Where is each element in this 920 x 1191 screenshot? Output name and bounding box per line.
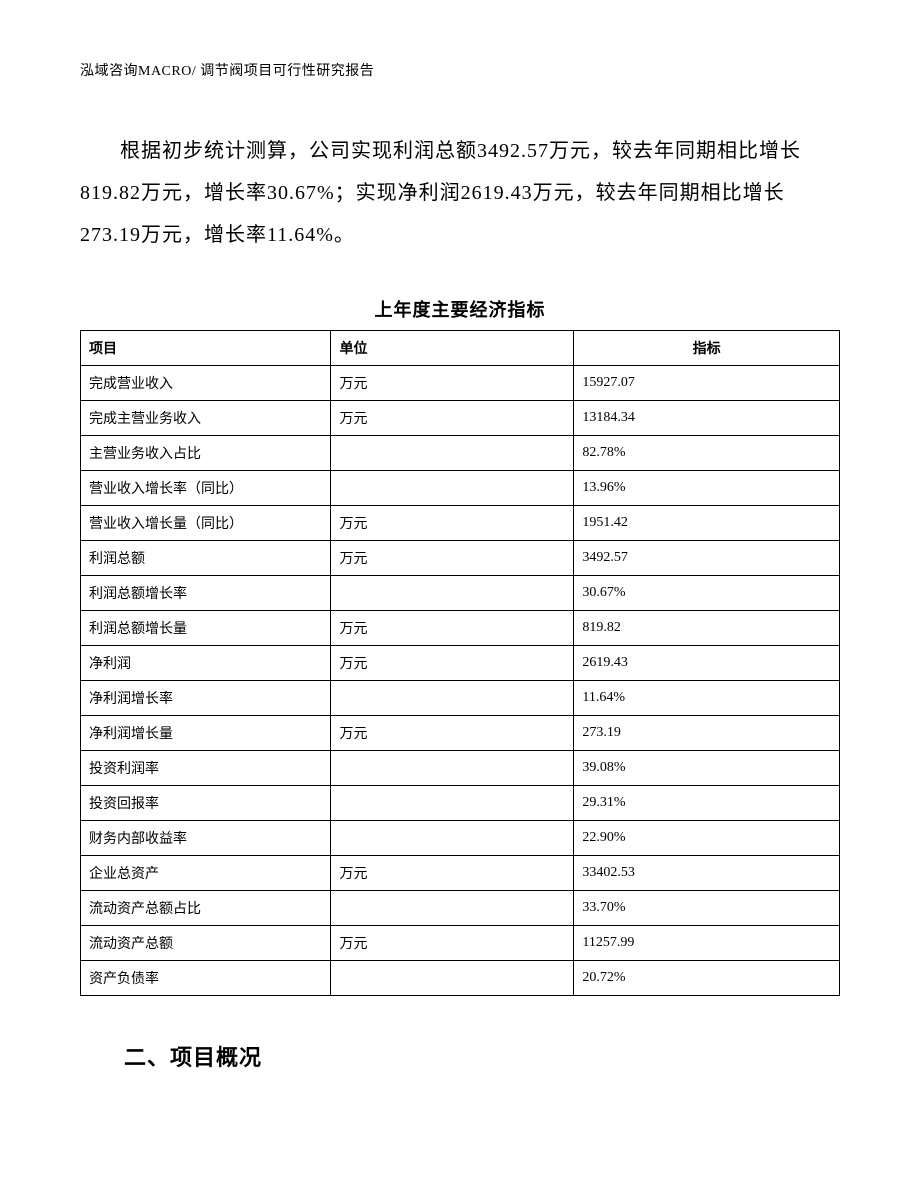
cell-unit <box>331 436 574 471</box>
economic-indicators-table: 项目 单位 指标 完成营业收入万元15927.07完成主营业务收入万元13184… <box>80 330 840 996</box>
cell-unit: 万元 <box>331 926 574 961</box>
page-header: 泓域咨询MACRO/ 调节阀项目可行性研究报告 <box>80 60 840 80</box>
cell-value: 82.78% <box>574 436 840 471</box>
col-item: 项目 <box>81 331 331 366</box>
section-title: 二、项目概况 <box>80 1040 840 1072</box>
cell-item: 营业收入增长率（同比） <box>81 471 331 506</box>
cell-item: 流动资产总额占比 <box>81 891 331 926</box>
page: 泓域咨询MACRO/ 调节阀项目可行性研究报告 根据初步统计测算，公司实现利润总… <box>0 0 920 1191</box>
cell-unit: 万元 <box>331 716 574 751</box>
cell-item: 完成营业收入 <box>81 366 331 401</box>
cell-unit <box>331 821 574 856</box>
cell-value: 13.96% <box>574 471 840 506</box>
cell-unit <box>331 786 574 821</box>
cell-item: 完成主营业务收入 <box>81 401 331 436</box>
cell-item: 企业总资产 <box>81 856 331 891</box>
table-row: 资产负债率 20.72% <box>81 961 840 996</box>
cell-value: 29.31% <box>574 786 840 821</box>
cell-item: 主营业务收入占比 <box>81 436 331 471</box>
table-row: 净利润增长率 11.64% <box>81 681 840 716</box>
col-metric: 指标 <box>574 331 840 366</box>
cell-item: 营业收入增长量（同比） <box>81 506 331 541</box>
table-row: 流动资产总额万元11257.99 <box>81 926 840 961</box>
cell-value: 13184.34 <box>574 401 840 436</box>
cell-value: 273.19 <box>574 716 840 751</box>
table-row: 主营业务收入占比 82.78% <box>81 436 840 471</box>
cell-unit <box>331 681 574 716</box>
cell-value: 39.08% <box>574 751 840 786</box>
table-row: 流动资产总额占比 33.70% <box>81 891 840 926</box>
cell-unit: 万元 <box>331 366 574 401</box>
table-row: 利润总额增长率 30.67% <box>81 576 840 611</box>
cell-item: 资产负债率 <box>81 961 331 996</box>
cell-unit: 万元 <box>331 856 574 891</box>
table-row: 利润总额万元3492.57 <box>81 541 840 576</box>
table-row: 净利润万元2619.43 <box>81 646 840 681</box>
cell-item: 净利润 <box>81 646 331 681</box>
cell-value: 15927.07 <box>574 366 840 401</box>
table-row: 营业收入增长量（同比）万元1951.42 <box>81 506 840 541</box>
table-row: 营业收入增长率（同比） 13.96% <box>81 471 840 506</box>
cell-value: 11257.99 <box>574 926 840 961</box>
cell-unit: 万元 <box>331 646 574 681</box>
cell-item: 投资利润率 <box>81 751 331 786</box>
table-header-row: 项目 单位 指标 <box>81 331 840 366</box>
cell-item: 净利润增长率 <box>81 681 331 716</box>
cell-value: 3492.57 <box>574 541 840 576</box>
cell-unit <box>331 961 574 996</box>
cell-unit: 万元 <box>331 401 574 436</box>
cell-item: 投资回报率 <box>81 786 331 821</box>
cell-value: 30.67% <box>574 576 840 611</box>
col-unit: 单位 <box>331 331 574 366</box>
cell-unit: 万元 <box>331 611 574 646</box>
table-row: 利润总额增长量万元819.82 <box>81 611 840 646</box>
table-row: 完成营业收入万元15927.07 <box>81 366 840 401</box>
table-row: 完成主营业务收入万元13184.34 <box>81 401 840 436</box>
table-row: 投资利润率 39.08% <box>81 751 840 786</box>
cell-unit <box>331 891 574 926</box>
cell-item: 净利润增长量 <box>81 716 331 751</box>
cell-item: 利润总额 <box>81 541 331 576</box>
table-title: 上年度主要经济指标 <box>80 296 840 322</box>
cell-unit: 万元 <box>331 506 574 541</box>
cell-item: 流动资产总额 <box>81 926 331 961</box>
cell-value: 22.90% <box>574 821 840 856</box>
cell-value: 1951.42 <box>574 506 840 541</box>
table-row: 企业总资产万元33402.53 <box>81 856 840 891</box>
cell-item: 利润总额增长率 <box>81 576 331 611</box>
cell-value: 33.70% <box>574 891 840 926</box>
cell-value: 33402.53 <box>574 856 840 891</box>
cell-unit <box>331 576 574 611</box>
cell-value: 20.72% <box>574 961 840 996</box>
cell-unit <box>331 751 574 786</box>
cell-item: 利润总额增长量 <box>81 611 331 646</box>
table-row: 净利润增长量万元273.19 <box>81 716 840 751</box>
table-row: 投资回报率 29.31% <box>81 786 840 821</box>
cell-unit <box>331 471 574 506</box>
cell-unit: 万元 <box>331 541 574 576</box>
cell-item: 财务内部收益率 <box>81 821 331 856</box>
summary-paragraph: 根据初步统计测算，公司实现利润总额3492.57万元，较去年同期相比增长819.… <box>80 130 840 256</box>
cell-value: 819.82 <box>574 611 840 646</box>
cell-value: 11.64% <box>574 681 840 716</box>
table-row: 财务内部收益率 22.90% <box>81 821 840 856</box>
cell-value: 2619.43 <box>574 646 840 681</box>
